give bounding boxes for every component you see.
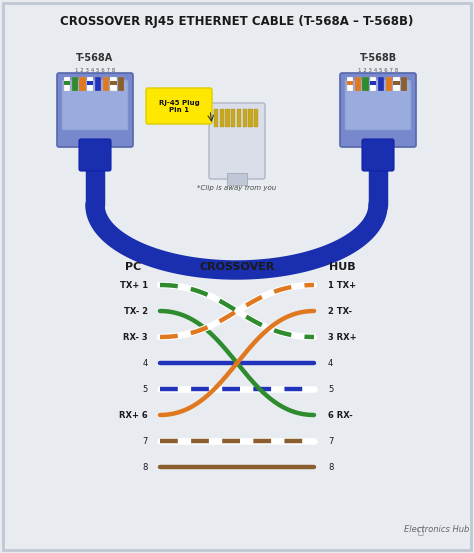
Bar (378, 77, 384, 91)
Bar (231, 109, 235, 127)
Bar (393, 77, 400, 91)
Text: 5: 5 (328, 384, 333, 394)
Bar (80, 77, 85, 91)
FancyBboxPatch shape (57, 73, 133, 147)
Text: RJ-45 Plug
Pin 1: RJ-45 Plug Pin 1 (159, 101, 200, 113)
FancyBboxPatch shape (146, 88, 212, 124)
FancyBboxPatch shape (362, 139, 394, 171)
Bar (220, 109, 224, 127)
Text: 5: 5 (143, 384, 148, 394)
Text: 8: 8 (143, 462, 148, 472)
FancyBboxPatch shape (345, 80, 411, 130)
Bar (370, 77, 376, 91)
FancyBboxPatch shape (209, 103, 265, 179)
Text: 1 2 3 4 5 6 7 8: 1 2 3 4 5 6 7 8 (75, 67, 115, 72)
Text: CROSSOVER: CROSSOVER (199, 262, 275, 272)
Text: 7: 7 (143, 436, 148, 446)
Bar (227, 173, 247, 185)
Text: T-568A: T-568A (76, 53, 114, 63)
Bar (226, 109, 229, 127)
Text: 7: 7 (328, 436, 333, 446)
Text: PC: PC (125, 262, 141, 272)
Bar (110, 81, 117, 85)
Bar (80, 81, 85, 85)
FancyBboxPatch shape (79, 139, 111, 171)
Text: 2 TX-: 2 TX- (328, 306, 352, 316)
Bar (87, 81, 93, 85)
Text: ⎘: ⎘ (417, 525, 423, 535)
Bar (254, 109, 258, 127)
Bar (370, 81, 376, 85)
Text: TX- 2: TX- 2 (124, 306, 148, 316)
Bar (87, 77, 93, 91)
Text: TX+ 1: TX+ 1 (120, 280, 148, 290)
Bar (393, 81, 400, 85)
Bar (243, 109, 247, 127)
Bar (355, 77, 361, 91)
Text: Electronics Hub: Electronics Hub (404, 525, 470, 535)
Text: HUB: HUB (328, 262, 356, 272)
Bar (347, 77, 353, 91)
Bar (103, 77, 109, 91)
Text: CROSSOVER RJ45 ETHERNET CABLE (T-568A – T-568B): CROSSOVER RJ45 ETHERNET CABLE (T-568A – … (60, 15, 414, 29)
Bar (95, 77, 101, 91)
Bar (363, 81, 369, 85)
Text: T-568B: T-568B (359, 53, 397, 63)
Bar (248, 109, 253, 127)
Text: 4: 4 (328, 358, 333, 368)
Text: RX+ 6: RX+ 6 (119, 410, 148, 420)
FancyBboxPatch shape (62, 80, 128, 130)
Bar (363, 77, 369, 91)
Text: 6 RX-: 6 RX- (328, 410, 353, 420)
Text: 1 2 3 4 5 6 7 8: 1 2 3 4 5 6 7 8 (358, 67, 398, 72)
Bar (347, 81, 353, 85)
Bar (118, 77, 124, 91)
Text: 1 TX+: 1 TX+ (328, 280, 356, 290)
Text: 3 RX+: 3 RX+ (328, 332, 356, 342)
Text: 8: 8 (328, 462, 333, 472)
Bar (64, 77, 70, 91)
Bar (237, 109, 241, 127)
Text: *Clip is away from you: *Clip is away from you (197, 185, 277, 191)
Bar (214, 109, 218, 127)
Text: RX- 3: RX- 3 (123, 332, 148, 342)
FancyBboxPatch shape (340, 73, 416, 147)
Bar (64, 81, 70, 85)
Bar (110, 77, 117, 91)
Text: 4: 4 (143, 358, 148, 368)
Bar (72, 77, 78, 91)
Bar (401, 77, 407, 91)
Bar (386, 77, 392, 91)
